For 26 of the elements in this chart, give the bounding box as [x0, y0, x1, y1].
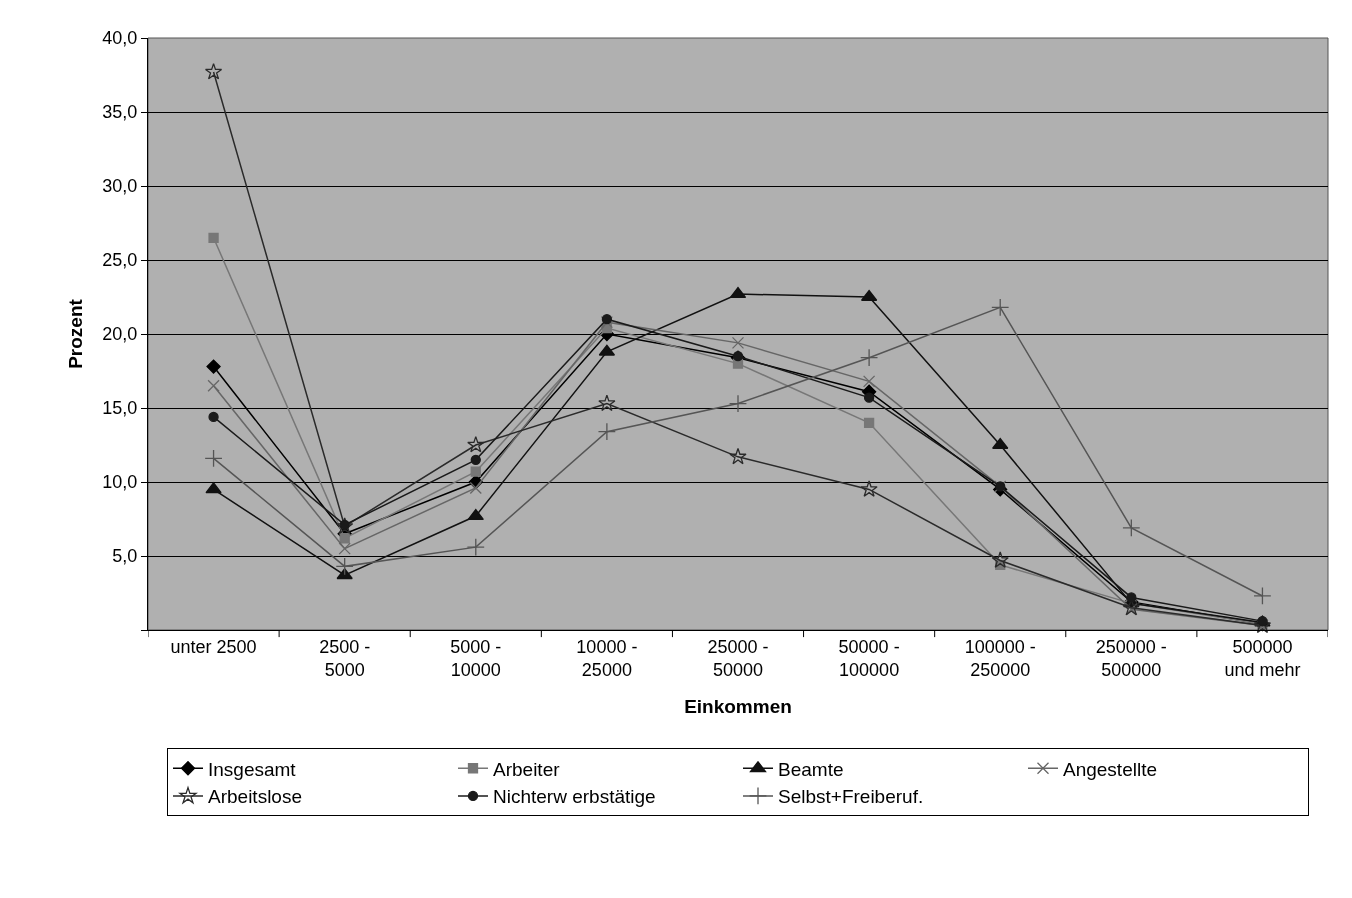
legend-label: Selbst+Freiberuf.	[778, 786, 924, 808]
y-tick-label: 10,0	[102, 472, 138, 493]
x-tick-label: 2500 - 5000	[319, 636, 371, 680]
y-tick-label: 5,0	[112, 546, 138, 567]
x-tick-label: 500000 und mehr	[1224, 636, 1301, 680]
y-tick-label: 35,0	[102, 102, 138, 123]
y-tick-label: 30,0	[102, 176, 138, 197]
legend-label: Beamte	[778, 758, 844, 780]
legend-label: Angestellte	[1063, 758, 1158, 780]
x-tick-label: 25000 - 50000	[707, 636, 769, 680]
legend-label: Arbeiter	[493, 758, 561, 780]
legend-label: Nichterw erbstätige	[493, 786, 656, 808]
y-tick-label: 25,0	[102, 250, 138, 271]
legend-label: Arbeitslose	[208, 786, 302, 808]
y-tick-label: 40,0	[102, 28, 138, 49]
x-tick-label: unter 2500	[170, 636, 257, 657]
x-tick-label: 5000 - 10000	[450, 636, 502, 680]
y-axis-title: Prozent	[65, 298, 87, 369]
legend-label: Insgesamt	[208, 758, 297, 780]
x-tick-label: 100000 - 250000	[964, 636, 1036, 680]
x-axis-title: Einkommen	[684, 695, 792, 717]
x-tick-label: 250000 - 500000	[1095, 636, 1167, 680]
y-tick-label: 20,0	[102, 324, 138, 345]
x-tick-label: 10000 - 25000	[576, 636, 638, 680]
x-tick-label: 50000 - 100000	[838, 636, 900, 680]
y-tick-label: 15,0	[102, 398, 138, 419]
